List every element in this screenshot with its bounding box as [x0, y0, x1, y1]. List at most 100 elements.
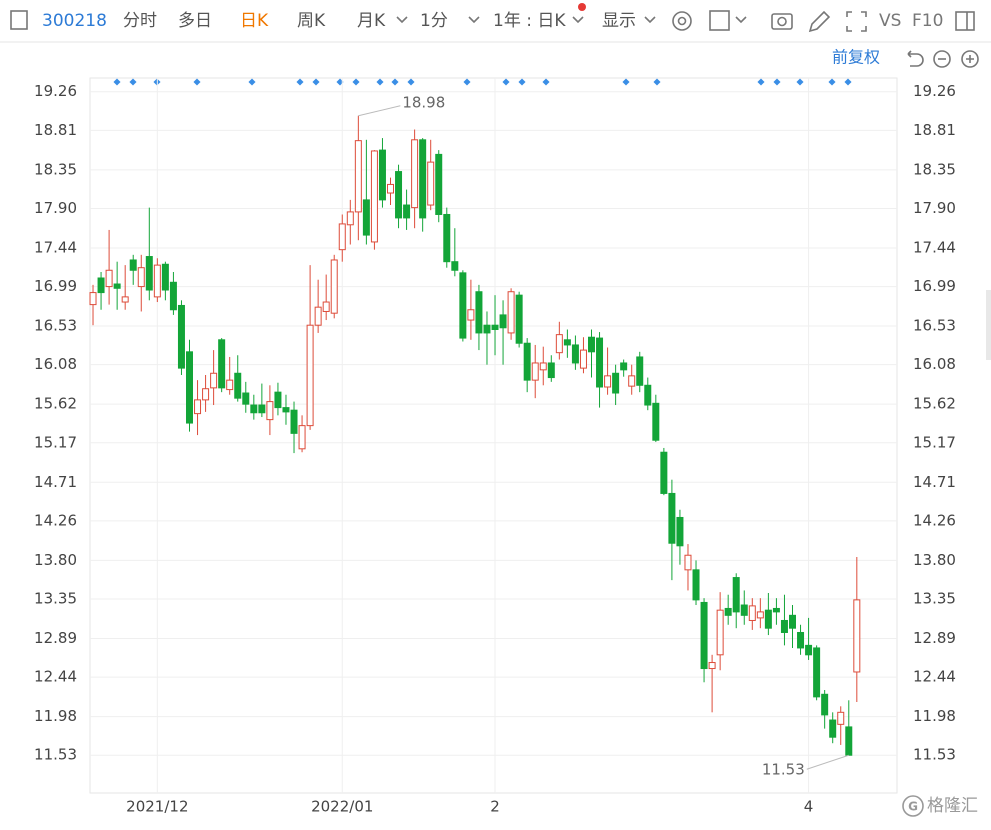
tab-active[interactable]: 日K [240, 11, 269, 31]
panel-icon[interactable] [955, 11, 975, 31]
candle-body [274, 391, 282, 409]
candle-body [539, 362, 547, 371]
candle-body [837, 711, 845, 725]
x-tick-label: 2021/12 [126, 798, 188, 816]
candle-body [258, 404, 266, 414]
y-tick-label: 17.90 [34, 199, 77, 217]
vs-button[interactable]: VS [879, 11, 901, 31]
stock-code[interactable]: 300218 [42, 11, 107, 31]
candle-body [780, 619, 788, 633]
candle-body [732, 577, 740, 613]
candle-body [194, 399, 202, 415]
candle-body [346, 211, 354, 226]
zoom-in[interactable] [961, 50, 979, 68]
fullscreen-icon[interactable] [846, 11, 867, 32]
event-marker [773, 78, 781, 86]
event-marker [113, 78, 121, 86]
candle-body [531, 362, 539, 381]
y-tick-label-right: 18.35 [913, 160, 956, 178]
candle-body [186, 351, 193, 424]
candle-body [443, 213, 451, 263]
watermark-logo-letter: G [908, 800, 918, 814]
settings-icon-core [677, 16, 687, 26]
tab[interactable]: 1分 [420, 11, 448, 31]
event-marker [296, 78, 304, 86]
candle-body [579, 349, 587, 369]
candle-body [395, 171, 403, 219]
display-menu[interactable]: 显示 [602, 11, 636, 31]
candle-body [314, 306, 322, 326]
y-tick-label-right: 12.89 [913, 629, 956, 647]
caret[interactable] [644, 16, 656, 24]
y-tick-label-right: 16.99 [913, 277, 956, 295]
candle-body [234, 372, 242, 399]
y-tick-label: 15.17 [34, 433, 77, 451]
annotation-leader [806, 754, 849, 770]
candle-body [202, 388, 210, 401]
tab[interactable]: 多日 [178, 11, 212, 31]
y-tick-label: 17.44 [34, 238, 77, 256]
candle-body [853, 599, 861, 673]
event-marker [757, 78, 765, 86]
y-tick-label: 13.80 [34, 551, 77, 569]
sidebar-toggle[interactable] [10, 10, 28, 30]
candle-body [290, 409, 298, 434]
event-marker [248, 78, 256, 86]
camera-lens [777, 16, 787, 27]
watermark: 格隆汇 [927, 796, 978, 816]
y-tick-label-right: 15.17 [913, 433, 956, 451]
y-tick-label-right: 17.44 [913, 238, 956, 256]
candle-body [218, 339, 226, 389]
adjust-mode[interactable]: 前复权 [832, 48, 880, 67]
event-marker [129, 78, 137, 86]
notify-dot [578, 3, 586, 11]
event-marker [352, 78, 360, 86]
candle-body [813, 647, 821, 698]
candle-body [169, 281, 177, 311]
range-select[interactable]: 1年 : 日K [493, 11, 566, 31]
scroll-handle[interactable] [986, 290, 991, 360]
x-tick-label: 4 [804, 798, 814, 816]
y-tick-label: 15.62 [34, 395, 77, 413]
candle-body [387, 183, 394, 194]
settings-icon[interactable] [672, 11, 692, 31]
candle-body [740, 604, 748, 616]
candle-body [684, 554, 692, 571]
tab[interactable]: 分时 [123, 11, 157, 31]
caret[interactable] [468, 16, 480, 24]
reset-icon[interactable] [907, 50, 924, 67]
camera-icon[interactable] [771, 13, 793, 30]
candle-body [137, 267, 145, 288]
candle-body [435, 153, 443, 215]
candle-body [354, 140, 362, 213]
tab[interactable]: 周K [297, 11, 326, 31]
candle-body [724, 607, 732, 616]
y-tick-label-right: 17.90 [913, 199, 956, 217]
candle-body [362, 199, 370, 236]
y-tick-label-right: 13.80 [913, 551, 956, 569]
event-marker [622, 78, 630, 86]
candle-body [153, 264, 161, 298]
y-tick-label-right: 12.44 [913, 668, 956, 686]
candle-body [210, 372, 218, 389]
y-tick-label: 14.26 [34, 511, 77, 529]
candle-body [596, 337, 604, 388]
event-marker [391, 78, 399, 86]
tab[interactable]: 月K [357, 11, 386, 31]
caret[interactable] [572, 16, 584, 24]
candle-body [330, 259, 338, 314]
f10-button[interactable]: F10 [912, 11, 943, 31]
zoom-out[interactable] [933, 50, 951, 68]
candle-body [89, 292, 97, 306]
overlay-icon[interactable] [709, 10, 730, 31]
caret[interactable] [735, 16, 747, 24]
candle-body [620, 362, 628, 371]
draw-icon[interactable] [808, 10, 831, 33]
event-marker [542, 78, 550, 86]
caret[interactable] [396, 16, 408, 24]
candle-body [507, 291, 515, 334]
y-tick-label: 12.44 [34, 668, 77, 686]
candle-body [555, 334, 563, 354]
